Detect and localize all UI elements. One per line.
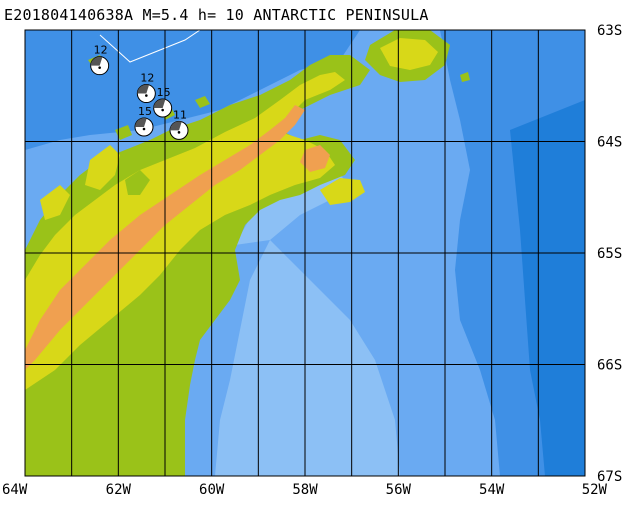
earthquake-marker[interactable]: 15 [134, 105, 154, 137]
focal-mechanism-quadrant [153, 99, 166, 109]
island-west-2 [40, 185, 70, 220]
event-depth-label: 11 [173, 108, 187, 121]
event-depth-label: 15 [157, 86, 171, 99]
latitude-tick-label: 67S [597, 469, 622, 485]
focal-mechanism-quadrant [90, 56, 103, 66]
longitude-tick-label: 56W [386, 482, 412, 498]
event-depth-label: 12 [94, 44, 108, 57]
event-depth-label: 15 [138, 105, 152, 118]
island-small-5 [115, 125, 132, 140]
earthquake-marker[interactable]: 15 [153, 86, 173, 118]
longitude-tick-label: 58W [292, 482, 318, 498]
longitude-tick-label: 54W [479, 482, 505, 498]
island-small-2 [195, 96, 210, 108]
epicenter-dot [145, 94, 148, 97]
longitude-tick-label: 62W [106, 482, 132, 498]
latitude-tick-label: 64S [597, 135, 622, 151]
ocean-shallow [215, 165, 400, 476]
event-depth-label: 12 [140, 72, 154, 85]
longitude-tick-label: 64W [2, 482, 28, 498]
epicenter-dot [161, 108, 164, 112]
latitude-labels: 63S 64S 65S 66S 67S [597, 23, 622, 485]
latitude-tick-label: 63S [597, 23, 622, 39]
island-west-3 [125, 170, 150, 195]
ocean-north-deep [25, 30, 360, 150]
longitude-tick-label: 60W [199, 482, 225, 498]
longitude-labels: 64W 62W 60W 58W 56W 54W 52W [2, 482, 608, 498]
focal-mechanism-quadrant [170, 121, 182, 131]
longitude-tick-label: 52W [582, 482, 608, 498]
latitude-tick-label: 66S [597, 358, 622, 374]
island-small-3 [460, 72, 470, 82]
island-west-1 [85, 145, 120, 190]
boundary-line [99, 30, 201, 63]
epicenter-dot [142, 127, 146, 131]
epicenter-dot [98, 66, 101, 69]
map-title: E201804140638A M=5.4 h= 10 ANTARCTIC PEN… [4, 6, 429, 24]
map-frame [24, 29, 586, 477]
island-james-ross [320, 178, 365, 205]
land-highland-east [300, 145, 330, 172]
earthquake-marker[interactable]: 11 [169, 108, 189, 140]
ocean-deep [510, 100, 585, 476]
island-joinville-upland [380, 38, 438, 70]
focal-mechanism-quadrant [135, 118, 147, 128]
earthquake-marker[interactable]: 12 [90, 44, 110, 76]
earthquake-marker[interactable]: 12 [136, 72, 156, 104]
latitude-tick-label: 65S [597, 246, 622, 262]
epicenter-dot [177, 131, 181, 134]
focal-mechanism-quadrant [137, 84, 150, 94]
land-highland [25, 105, 305, 370]
land-upland [25, 72, 345, 390]
